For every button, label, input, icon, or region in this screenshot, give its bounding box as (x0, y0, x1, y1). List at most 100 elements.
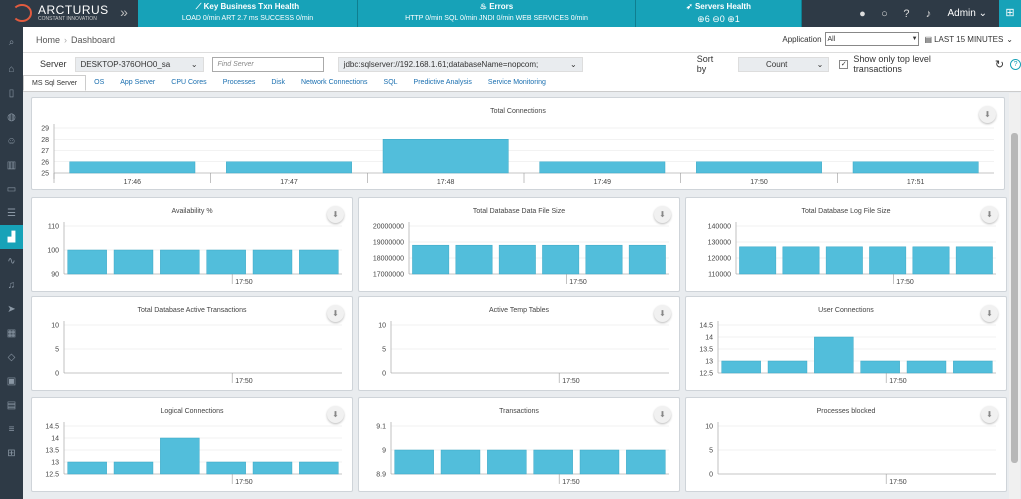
grid-icon[interactable]: ⊞ (7, 447, 16, 459)
x-tick-label: 17:50 (569, 279, 587, 286)
x-tick-label: 17:48 (437, 179, 455, 186)
y-tick-label: 10 (705, 424, 713, 431)
tag-icon[interactable]: ◇ (7, 351, 16, 363)
bar (206, 249, 246, 275)
tab-network-connections[interactable]: Network Connections (301, 79, 368, 86)
y-tick-label: 0 (55, 371, 59, 378)
tab-disk[interactable]: Disk (271, 79, 285, 86)
calendar-icon[interactable]: ▦ (6, 327, 17, 339)
download-icon[interactable]: ⬇ (327, 406, 344, 423)
user-menu[interactable]: Admin ⌄ (947, 8, 987, 19)
chart-title: Active Temp Tables (488, 307, 550, 314)
sidebar: ⌕ ⌂ ▯ ◍ ☺ ▥ ▭ ☰ ▟ ∿ ♫ ➤ ▦ ◇ ▣ ▤ ≡ ⊞ (0, 27, 23, 499)
download-icon[interactable]: ⬇ (654, 305, 671, 322)
download-icon[interactable]: ⬇ (327, 206, 344, 223)
y-tick-label: 27 (41, 148, 49, 155)
user-icon[interactable]: ☺ (6, 135, 17, 147)
download-icon[interactable]: ⬇ (327, 305, 344, 322)
toplevel-label: Show only top level transactions (853, 54, 931, 74)
message-icon[interactable]: ○ (881, 7, 888, 20)
search-icon[interactable]: ⌕ (8, 36, 15, 48)
download-icon[interactable]: ⬇ (654, 406, 671, 423)
find-server-input[interactable]: Find Server (211, 56, 324, 72)
alert-bell-icon[interactable]: ♫ (7, 279, 16, 291)
scrollbar-thumb[interactable] (1011, 133, 1018, 463)
y-tick-label: 19000000 (373, 240, 404, 247)
bar (67, 249, 107, 275)
bell-icon[interactable]: ♪ (925, 7, 932, 20)
bar (767, 360, 808, 374)
y-tick-label: 5 (382, 347, 386, 354)
scrollbar[interactable] (1009, 93, 1020, 499)
x-tick-label: 17:50 (889, 479, 907, 486)
tab-os[interactable]: OS (94, 79, 105, 86)
help-icon[interactable]: ? (1010, 58, 1021, 70)
folder-icon[interactable]: ▭ (6, 183, 17, 195)
apps-grid-icon[interactable]: ⊞ (999, 0, 1021, 27)
tab-service-monitoring[interactable]: Service Monitoring (487, 79, 546, 86)
tab-ms-sql-server[interactable]: MS Sql Server (23, 75, 87, 91)
help-icon[interactable]: ? (903, 7, 910, 20)
x-tick-label: 17:50 (896, 279, 914, 286)
inbox-icon[interactable]: ▤ (6, 399, 17, 411)
jdbc-select[interactable]: jdbc:sqlserver://192.168.1.61;databaseNa… (337, 56, 583, 72)
header-panel-servers-health[interactable]: ➶ Servers Health ⊕6 ⊖0 ⊕1 (636, 0, 802, 27)
server-select[interactable]: DESKTOP-376OHO0_sa ⌄ (74, 56, 204, 72)
tab-cpu-cores[interactable]: CPU Cores (171, 79, 207, 86)
refresh-icon[interactable]: ↻ (994, 58, 1005, 71)
tab-processes[interactable]: Processes (222, 79, 256, 86)
brand-tag: CONSTANT INNOVATION (38, 16, 97, 22)
tab-predictive-analysis[interactable]: Predictive Analysis (413, 79, 472, 86)
bar (860, 360, 900, 374)
send-icon[interactable]: ➤ (7, 303, 16, 315)
download-icon[interactable]: ⬇ (979, 106, 996, 123)
mobile-icon[interactable]: ▯ (8, 87, 15, 99)
application-select[interactable]: All ▼ (824, 32, 919, 46)
chart-card-transactions: Transactions ⬇ 8.9 9 9.1 17:50 (358, 397, 680, 492)
y-tick-label: 130000 (708, 240, 731, 247)
x-tick-label: 17:50 (235, 378, 253, 385)
y-tick-label: 29 (41, 126, 49, 133)
tab-bar: MS Sql Server OS App Server CPU Cores Proces… (23, 75, 1021, 92)
bar (782, 246, 820, 275)
bar (739, 246, 777, 275)
globe-icon[interactable]: ◍ (7, 111, 16, 123)
breadcrumb-home[interactable]: Home (36, 34, 61, 45)
book-icon[interactable]: ▥ (6, 159, 17, 171)
list-icon[interactable]: ≡ (8, 423, 15, 435)
header-panel-key-business[interactable]: ⟋ Key Business Txn Health LOAD 0/min ART… (138, 0, 358, 27)
y-tick-label: 14.5 (45, 424, 59, 431)
tab-sql[interactable]: SQL (383, 79, 398, 86)
y-tick-label: 26 (41, 159, 49, 166)
tab-app-server[interactable]: App Server (120, 79, 156, 86)
download-icon[interactable]: ⬇ (654, 206, 671, 223)
toplevel-checkbox[interactable]: ✓ (839, 59, 849, 69)
download-icon[interactable]: ⬇ (981, 305, 998, 322)
bar (226, 161, 352, 174)
y-tick-label: 0 (382, 371, 386, 378)
chart-plot: 0 5 10 17:50 (705, 422, 996, 486)
collapse-menu-icon[interactable]: » (120, 4, 128, 20)
chat-icon[interactable]: ● (859, 7, 866, 20)
header-panel-errors[interactable]: ♨ Errors HTTP 0/min SQL 0/min JNDI 0/min… (358, 0, 636, 27)
dashboard-chart-icon[interactable]: ▟ (0, 225, 23, 249)
brand-logo[interactable]: ARCTURUS CONSTANT INNOVATION (0, 0, 110, 27)
chart-plot: 110000 120000 130000 140000 17:50 (708, 222, 996, 286)
y-tick-label: 13 (705, 359, 713, 366)
download-icon[interactable]: ⬇ (981, 206, 998, 223)
pulse-icon[interactable]: ∿ (7, 255, 16, 267)
y-tick-label: 12.5 (45, 472, 59, 479)
y-tick-label: 9 (382, 448, 386, 455)
database-icon[interactable]: ☰ (7, 207, 16, 219)
sort-select[interactable]: Count ⌄ (738, 56, 830, 72)
briefcase-icon[interactable]: ▣ (6, 375, 17, 387)
time-range-select[interactable]: LAST 15 MINUTES (934, 34, 1004, 44)
sort-label: Sort by (696, 54, 714, 74)
chart-title: Availability % (171, 208, 213, 215)
filter-bar: Server DESKTOP-376OHO0_sa ⌄ Find Server j… (23, 53, 1021, 75)
bar (869, 246, 907, 275)
home-icon[interactable]: ⌂ (8, 63, 15, 75)
download-icon[interactable]: ⬇ (981, 406, 998, 423)
bar (440, 449, 481, 475)
y-tick-label: 13 (51, 460, 59, 467)
